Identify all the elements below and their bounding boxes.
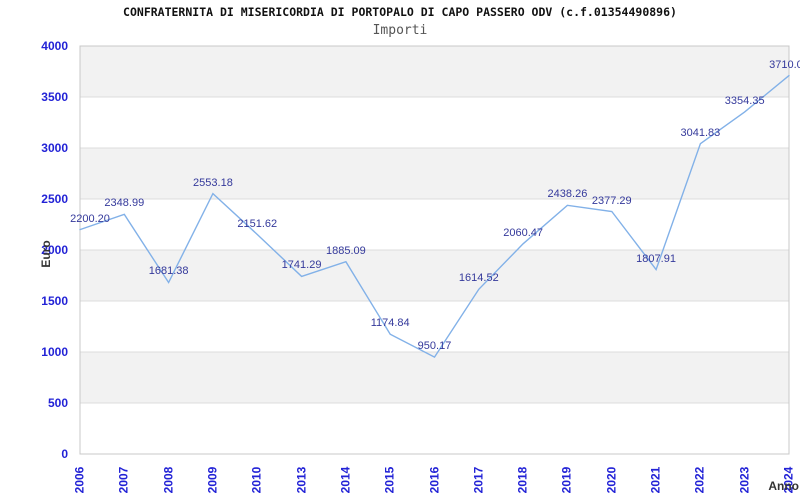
grid-band — [80, 250, 789, 301]
data-label: 3041.83 — [680, 126, 721, 139]
data-label: 3354.35 — [724, 94, 765, 107]
x-tick-label: 2015 — [382, 466, 397, 494]
data-label: 2377.29 — [591, 194, 632, 207]
grid-band — [80, 148, 789, 199]
data-label: 1174.84 — [370, 317, 410, 330]
y-tick-label: 2000 — [41, 242, 68, 257]
data-label: 2348.99 — [104, 197, 145, 210]
y-tick-label: 4000 — [41, 38, 68, 53]
data-label: 2553.18 — [193, 176, 233, 189]
data-label: 2151.62 — [237, 217, 278, 230]
data-label: 950.17 — [417, 340, 452, 353]
x-tick-label: 2022 — [692, 466, 707, 494]
y-tick-label: 0 — [61, 446, 68, 461]
data-label: 2438.26 — [547, 188, 588, 201]
data-label: 1741.29 — [281, 259, 322, 272]
data-label: 1885.09 — [325, 244, 366, 257]
x-tick-label: 2017 — [471, 466, 486, 494]
data-label: 2060.47 — [503, 226, 544, 239]
y-tick-label: 2500 — [41, 191, 68, 206]
x-tick-label: 2021 — [648, 466, 663, 494]
x-tick-label: 2014 — [338, 466, 353, 494]
y-tick-label: 1500 — [41, 293, 68, 308]
chart-subtitle: Importi — [372, 23, 428, 38]
x-tick-label: 2006 — [72, 466, 87, 494]
y-axis-title: Euro — [39, 240, 53, 268]
y-tick-label: 500 — [47, 395, 68, 410]
data-label: 1807.91 — [636, 252, 676, 265]
y-tick-label: 1000 — [41, 344, 68, 359]
data-label: 2200.20 — [70, 212, 110, 225]
y-tick-label: 3000 — [41, 140, 68, 155]
x-tick-label: 2020 — [604, 466, 619, 494]
data-label: 1614.52 — [458, 272, 499, 285]
data-label: 3710.00 — [769, 58, 800, 71]
x-tick-label: 2016 — [427, 466, 441, 494]
grid-band — [80, 46, 789, 97]
x-tick-label: 2009 — [205, 466, 220, 494]
x-tick-label: 2008 — [161, 466, 176, 494]
series-line — [79, 74, 790, 359]
x-tick-label: 2007 — [116, 466, 131, 494]
grid-band — [80, 352, 789, 403]
x-tick-label: 2013 — [294, 466, 309, 494]
y-tick-label: 3500 — [41, 89, 68, 104]
data-label: 1681.38 — [148, 265, 189, 278]
x-tick-label: 2018 — [515, 466, 530, 494]
plot-border — [79, 45, 790, 455]
x-tick-label: 2010 — [249, 466, 264, 494]
chart-title: CONFRATERNITA DI MISERICORDIA DI PORTOPA… — [123, 5, 677, 19]
x-tick-label: 2023 — [737, 466, 752, 494]
x-tick-label: 2019 — [559, 466, 574, 494]
x-axis-title: Anno — [768, 479, 799, 493]
